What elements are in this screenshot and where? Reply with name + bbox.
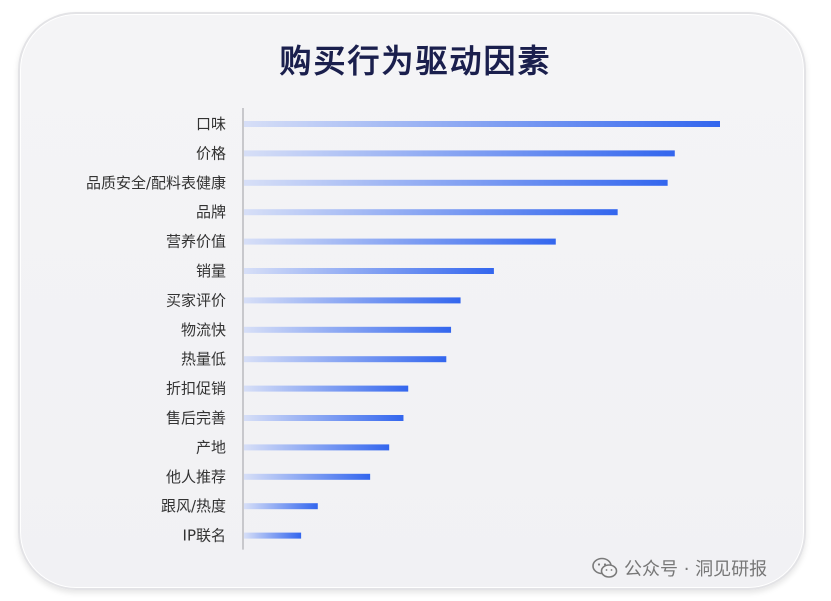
bar <box>244 326 452 333</box>
category-label: 物流快 <box>181 321 226 339</box>
bar <box>244 415 404 421</box>
category-label: IP联名 <box>183 527 226 545</box>
bar <box>244 179 668 186</box>
bar <box>244 297 461 304</box>
bar <box>244 268 494 274</box>
category-label: 品牌 <box>196 203 226 221</box>
category-labels-group: 口味价格品质安全/配料表健康品牌营养价值销量买家评价物流快热量低折扣促销售后完善… <box>86 115 226 545</box>
wechat-icon <box>592 557 618 578</box>
category-label: 折扣促销 <box>166 380 226 398</box>
category-label: 产地 <box>196 438 226 456</box>
bars-group <box>244 121 720 539</box>
bar <box>244 532 302 539</box>
category-label: 价格 <box>196 144 226 162</box>
category-label: 跟风/热度 <box>161 497 226 515</box>
bar <box>244 121 720 127</box>
category-label: 品质安全/配料表健康 <box>86 174 226 192</box>
bar <box>244 209 618 216</box>
bar <box>244 385 409 392</box>
category-label: 营养价值 <box>166 233 226 251</box>
category-label: 买家评价 <box>166 291 226 309</box>
bar <box>244 238 556 245</box>
bar <box>244 503 318 510</box>
bar <box>244 356 447 363</box>
chart-title: 购买行为驱动因素 <box>279 42 552 80</box>
category-label: 售后完善 <box>166 409 226 427</box>
category-label: 他人推荐 <box>166 468 226 486</box>
bar <box>244 444 390 451</box>
bar <box>244 150 675 157</box>
category-label: 口味 <box>196 115 226 133</box>
bar <box>244 473 371 480</box>
category-label: 热量低 <box>181 350 226 368</box>
watermark-text: 公众号 · 洞见研报 <box>624 559 768 580</box>
category-label: 销量 <box>196 262 226 280</box>
watermark: 公众号 · 洞见研报 <box>592 553 767 583</box>
